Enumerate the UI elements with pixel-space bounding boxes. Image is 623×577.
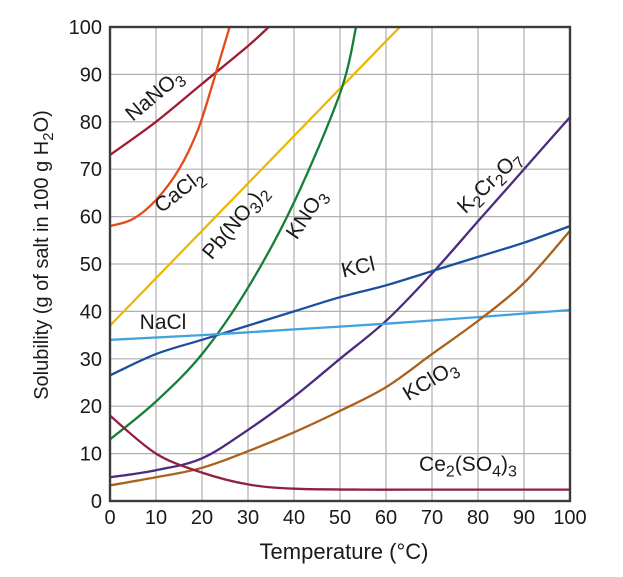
x-tick-label: 0 xyxy=(104,507,115,529)
plot-frame xyxy=(108,25,572,503)
y-tick-label: 90 xyxy=(80,64,102,86)
x-tick-label: 100 xyxy=(553,507,586,529)
curve-pbno32 xyxy=(110,27,401,327)
curve-ce2so43 xyxy=(110,414,570,491)
x-tick-label: 90 xyxy=(513,507,535,529)
x-tick-label: 70 xyxy=(421,507,443,529)
curve-label-ce2so43: Ce2(SO4)3 xyxy=(419,453,517,480)
y-tick-label: 50 xyxy=(80,254,102,276)
curve-kno3 xyxy=(110,27,358,441)
curve-nano3 xyxy=(110,27,270,157)
curve-label-kno3: KNO3 xyxy=(282,185,335,245)
x-tick-label: 20 xyxy=(191,507,213,529)
y-tick-label: 40 xyxy=(80,301,102,323)
curve-label-k2cr2o7: K2Cr2O7 xyxy=(453,146,529,221)
y-tick-label: 70 xyxy=(80,159,102,181)
y-tick-label: 20 xyxy=(80,396,102,418)
x-tick-label: 40 xyxy=(283,507,305,529)
x-axis-title: Temperature (°C) xyxy=(260,539,429,564)
curve-label-kclo3: KClO3 xyxy=(399,355,464,409)
gridlines xyxy=(110,27,570,501)
curve-kclo3 xyxy=(110,229,570,487)
x-tick-label: 30 xyxy=(237,507,259,529)
x-tick-label: 80 xyxy=(467,507,489,529)
curve-label-kcl: KCl xyxy=(339,252,377,282)
curve-nacl xyxy=(110,308,570,341)
curves xyxy=(110,27,570,491)
tick-labels: 0 10 20 30 40 50 60 70 80 90 100 0 10 20 30 40 50 60 70 80 9… xyxy=(69,17,587,529)
x-tick-label: 10 xyxy=(145,507,167,529)
y-tick-label: 10 xyxy=(80,444,102,466)
x-tick-label: 60 xyxy=(375,507,397,529)
curve-k2cr2o7 xyxy=(110,115,570,479)
curve-kcl xyxy=(110,224,570,377)
y-tick-label: 80 xyxy=(80,112,102,134)
x-tick-label: 50 xyxy=(329,507,351,529)
y-axis-title: Solubility (g of salt in 100 g H2O) xyxy=(31,110,57,400)
y-tick-label: 30 xyxy=(80,349,102,371)
y-tick-label: 100 xyxy=(69,17,102,39)
curve-cacl2 xyxy=(110,27,231,228)
y-tick-label: 0 xyxy=(91,491,102,513)
y-tick-label: 60 xyxy=(80,207,102,229)
curve-label-nacl: NaCl xyxy=(140,311,187,334)
